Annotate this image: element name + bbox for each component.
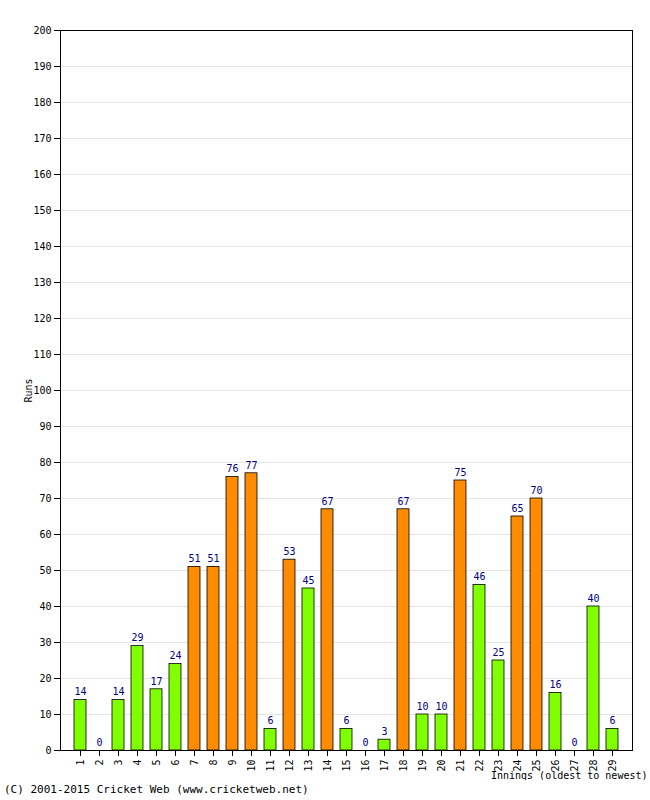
svg-text:22: 22 (474, 760, 485, 772)
svg-text:3: 3 (113, 760, 124, 766)
svg-text:9: 9 (227, 760, 238, 766)
svg-text:130: 130 (33, 277, 51, 288)
svg-text:Innings (oldest to newest): Innings (oldest to newest) (491, 770, 648, 781)
svg-text:6: 6 (343, 715, 349, 726)
svg-text:0: 0 (45, 745, 51, 756)
svg-text:70: 70 (39, 493, 51, 504)
svg-text:16: 16 (360, 760, 371, 772)
svg-text:6: 6 (609, 715, 615, 726)
svg-text:18: 18 (398, 760, 409, 772)
svg-text:51: 51 (207, 553, 219, 564)
svg-text:140: 140 (33, 241, 51, 252)
svg-text:29: 29 (606, 759, 618, 772)
svg-text:26: 26 (549, 759, 561, 772)
svg-text:25: 25 (530, 759, 542, 772)
svg-text:10: 10 (416, 701, 428, 712)
svg-text:Runs: Runs (23, 378, 34, 402)
svg-text:50: 50 (39, 565, 51, 576)
svg-text:8: 8 (208, 760, 219, 766)
svg-text:5: 5 (151, 760, 162, 766)
svg-text:19: 19 (417, 760, 428, 772)
svg-text:40: 40 (39, 601, 51, 612)
svg-text:65: 65 (511, 503, 523, 514)
svg-text:20: 20 (39, 673, 51, 684)
svg-text:25: 25 (492, 647, 504, 658)
svg-text:2: 2 (94, 760, 105, 766)
svg-text:24: 24 (169, 650, 181, 661)
svg-text:17: 17 (379, 760, 390, 772)
svg-text:15: 15 (341, 760, 352, 772)
svg-text:46: 46 (473, 571, 485, 582)
svg-text:14: 14 (112, 686, 124, 697)
svg-text:90: 90 (39, 421, 51, 432)
svg-text:24: 24 (511, 759, 523, 772)
svg-text:160: 160 (33, 169, 51, 180)
svg-text:28: 28 (587, 759, 599, 772)
svg-text:67: 67 (321, 496, 333, 507)
svg-text:75: 75 (454, 467, 466, 478)
svg-text:21: 21 (455, 760, 466, 772)
svg-text:30: 30 (39, 637, 51, 648)
svg-text:170: 170 (33, 133, 51, 144)
svg-text:16: 16 (549, 679, 561, 690)
svg-text:180: 180 (33, 97, 51, 108)
svg-text:77: 77 (245, 460, 257, 471)
svg-text:6: 6 (170, 760, 181, 766)
svg-text:70: 70 (530, 485, 542, 496)
svg-text:23: 23 (492, 759, 504, 772)
svg-text:10: 10 (246, 760, 257, 772)
svg-text:10: 10 (435, 701, 447, 712)
svg-text:60: 60 (39, 529, 51, 540)
svg-text:20: 20 (436, 760, 447, 772)
html-text:(C) 2001-2015 Cricket Web (www: (C) 2001-2015 Cricket Web (www.cricketwe… (4, 783, 309, 796)
svg-text:190: 190 (33, 61, 51, 72)
svg-text:0: 0 (96, 737, 102, 748)
svg-text:12: 12 (284, 760, 295, 772)
svg-text:0: 0 (571, 737, 577, 748)
svg-text:51: 51 (188, 553, 200, 564)
svg-text:45: 45 (302, 575, 314, 586)
svg-text:0: 0 (362, 737, 368, 748)
svg-text:100: 100 (33, 385, 51, 396)
svg-text:7: 7 (189, 760, 200, 766)
svg-text:27: 27 (568, 759, 580, 772)
svg-text:53: 53 (283, 546, 295, 557)
svg-text:29: 29 (131, 632, 143, 643)
svg-text:120: 120 (33, 313, 51, 324)
svg-text:4: 4 (132, 760, 143, 766)
svg-text:110: 110 (33, 349, 51, 360)
svg-text:1: 1 (75, 760, 86, 766)
svg-text:14: 14 (322, 760, 333, 772)
svg-text:10: 10 (39, 709, 51, 720)
svg-text:76: 76 (226, 463, 238, 474)
svg-text:11: 11 (265, 760, 276, 772)
svg-text:3: 3 (381, 726, 387, 737)
svg-text:13: 13 (303, 760, 314, 772)
svg-text:40: 40 (587, 593, 599, 604)
svg-text:200: 200 (33, 25, 51, 36)
svg-text:150: 150 (33, 205, 51, 216)
svg-text:17: 17 (150, 676, 162, 687)
svg-text:80: 80 (39, 457, 51, 468)
svg-text:14: 14 (74, 686, 86, 697)
svg-text:6: 6 (267, 715, 273, 726)
svg-text:67: 67 (397, 496, 409, 507)
